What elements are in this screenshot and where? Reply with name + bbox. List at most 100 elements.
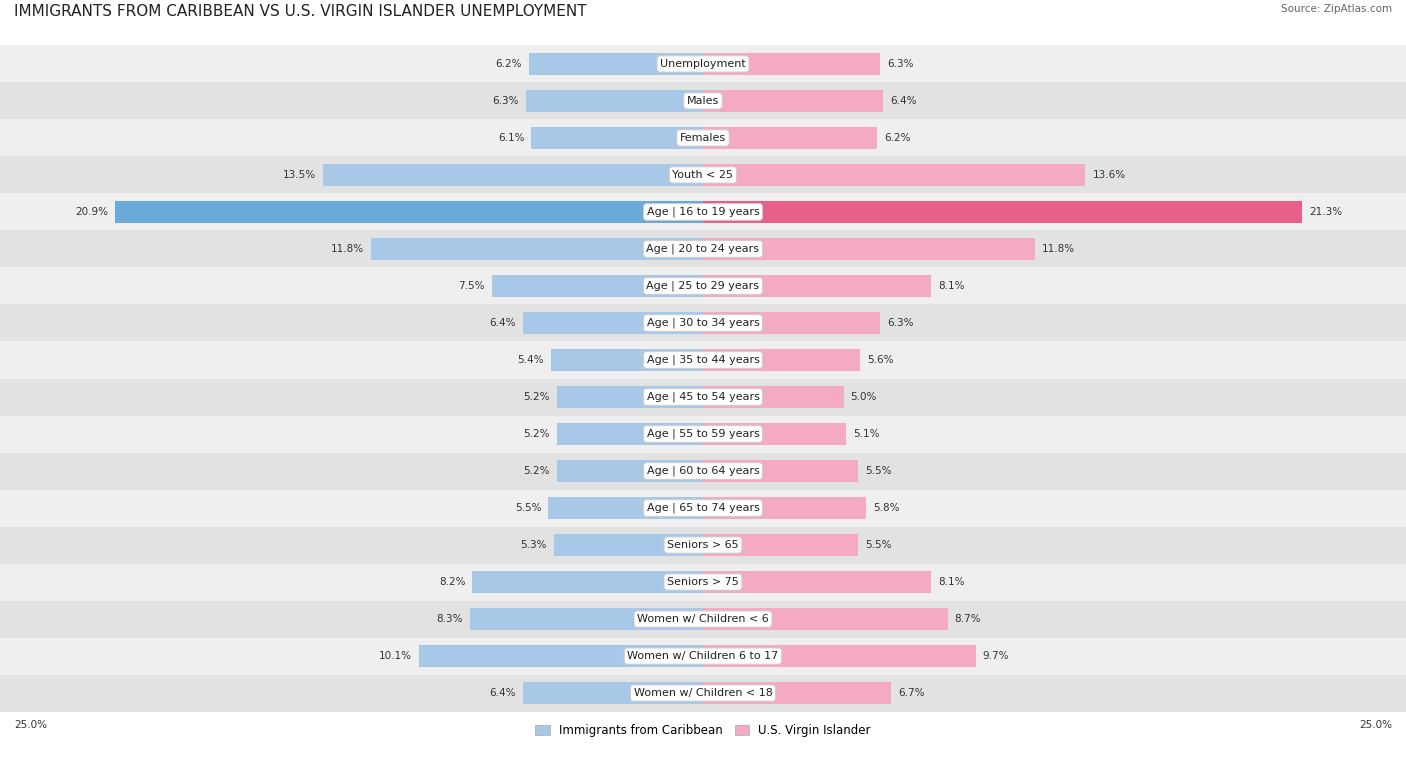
Bar (0, 637, 1406, 674)
Text: 8.1%: 8.1% (938, 577, 965, 587)
Bar (703, 53, 880, 75)
Bar (323, 164, 703, 186)
Text: 6.2%: 6.2% (495, 59, 522, 69)
Bar (703, 127, 877, 149)
Bar (703, 349, 860, 371)
Text: Males: Males (688, 96, 718, 106)
Bar (703, 682, 891, 704)
Text: 5.2%: 5.2% (523, 466, 550, 476)
Text: 5.1%: 5.1% (853, 429, 880, 439)
Text: Age | 45 to 54 years: Age | 45 to 54 years (647, 392, 759, 402)
Bar (703, 460, 858, 482)
Text: Seniors > 75: Seniors > 75 (666, 577, 740, 587)
Text: 5.3%: 5.3% (520, 540, 547, 550)
Text: 6.7%: 6.7% (898, 688, 925, 698)
Text: Seniors > 65: Seniors > 65 (668, 540, 738, 550)
Bar (0, 304, 1406, 341)
Bar (0, 600, 1406, 637)
Bar (551, 349, 703, 371)
Bar (557, 386, 703, 408)
Bar (0, 378, 1406, 416)
Bar (0, 45, 1406, 83)
Text: Age | 16 to 19 years: Age | 16 to 19 years (647, 207, 759, 217)
Bar (470, 608, 703, 630)
Text: 11.8%: 11.8% (330, 244, 364, 254)
Text: 5.5%: 5.5% (865, 466, 891, 476)
Text: 9.7%: 9.7% (983, 651, 1010, 661)
Text: Age | 30 to 34 years: Age | 30 to 34 years (647, 318, 759, 329)
Text: Source: ZipAtlas.com: Source: ZipAtlas.com (1281, 4, 1392, 14)
Text: 5.2%: 5.2% (523, 392, 550, 402)
Bar (0, 267, 1406, 304)
Bar (548, 497, 703, 519)
Text: 6.4%: 6.4% (489, 688, 516, 698)
Bar (554, 534, 703, 556)
Text: Women w/ Children < 18: Women w/ Children < 18 (634, 688, 772, 698)
Text: 25.0%: 25.0% (14, 720, 46, 731)
Text: Age | 60 to 64 years: Age | 60 to 64 years (647, 466, 759, 476)
Bar (0, 194, 1406, 230)
Bar (703, 645, 976, 667)
Bar (703, 534, 858, 556)
Text: 7.5%: 7.5% (458, 281, 485, 291)
Bar (703, 571, 931, 593)
Text: Age | 35 to 44 years: Age | 35 to 44 years (647, 355, 759, 365)
Bar (703, 275, 931, 297)
Text: Age | 20 to 24 years: Age | 20 to 24 years (647, 244, 759, 254)
Bar (703, 386, 844, 408)
Bar (523, 312, 703, 334)
Bar (703, 497, 866, 519)
Text: 5.4%: 5.4% (517, 355, 544, 365)
Text: 13.6%: 13.6% (1092, 170, 1126, 180)
Bar (0, 490, 1406, 527)
Text: 11.8%: 11.8% (1042, 244, 1076, 254)
Bar (703, 164, 1085, 186)
Bar (0, 527, 1406, 563)
Bar (0, 416, 1406, 453)
Bar (115, 201, 703, 223)
Bar (703, 423, 846, 445)
Text: 6.2%: 6.2% (884, 133, 911, 143)
Text: 5.2%: 5.2% (523, 429, 550, 439)
Bar (472, 571, 703, 593)
Bar (703, 201, 1302, 223)
Text: 5.0%: 5.0% (851, 392, 877, 402)
Text: Women w/ Children < 6: Women w/ Children < 6 (637, 614, 769, 624)
Bar (703, 238, 1035, 260)
Text: 8.2%: 8.2% (439, 577, 465, 587)
Text: 25.0%: 25.0% (1360, 720, 1392, 731)
Bar (557, 460, 703, 482)
Text: 6.3%: 6.3% (887, 318, 914, 328)
Text: Age | 55 to 59 years: Age | 55 to 59 years (647, 428, 759, 439)
Text: Youth < 25: Youth < 25 (672, 170, 734, 180)
Text: 10.1%: 10.1% (380, 651, 412, 661)
Text: 6.3%: 6.3% (887, 59, 914, 69)
Text: 6.4%: 6.4% (489, 318, 516, 328)
Bar (526, 90, 703, 112)
Text: 8.7%: 8.7% (955, 614, 981, 624)
Text: Unemployment: Unemployment (661, 59, 745, 69)
Text: Women w/ Children 6 to 17: Women w/ Children 6 to 17 (627, 651, 779, 661)
Text: 21.3%: 21.3% (1309, 207, 1343, 217)
Bar (371, 238, 703, 260)
Bar (531, 127, 703, 149)
Text: Age | 65 to 74 years: Age | 65 to 74 years (647, 503, 759, 513)
Bar (0, 453, 1406, 490)
Text: 6.1%: 6.1% (498, 133, 524, 143)
Bar (0, 563, 1406, 600)
Bar (0, 120, 1406, 157)
Legend: Immigrants from Caribbean, U.S. Virgin Islander: Immigrants from Caribbean, U.S. Virgin I… (530, 719, 876, 742)
Text: 13.5%: 13.5% (283, 170, 316, 180)
Bar (523, 682, 703, 704)
Bar (703, 90, 883, 112)
Text: 8.3%: 8.3% (436, 614, 463, 624)
Bar (0, 230, 1406, 267)
Text: Age | 25 to 29 years: Age | 25 to 29 years (647, 281, 759, 291)
Text: 6.3%: 6.3% (492, 96, 519, 106)
Bar (0, 157, 1406, 194)
Text: 20.9%: 20.9% (76, 207, 108, 217)
Text: 6.4%: 6.4% (890, 96, 917, 106)
Bar (557, 423, 703, 445)
Text: 5.8%: 5.8% (873, 503, 900, 513)
Bar (492, 275, 703, 297)
